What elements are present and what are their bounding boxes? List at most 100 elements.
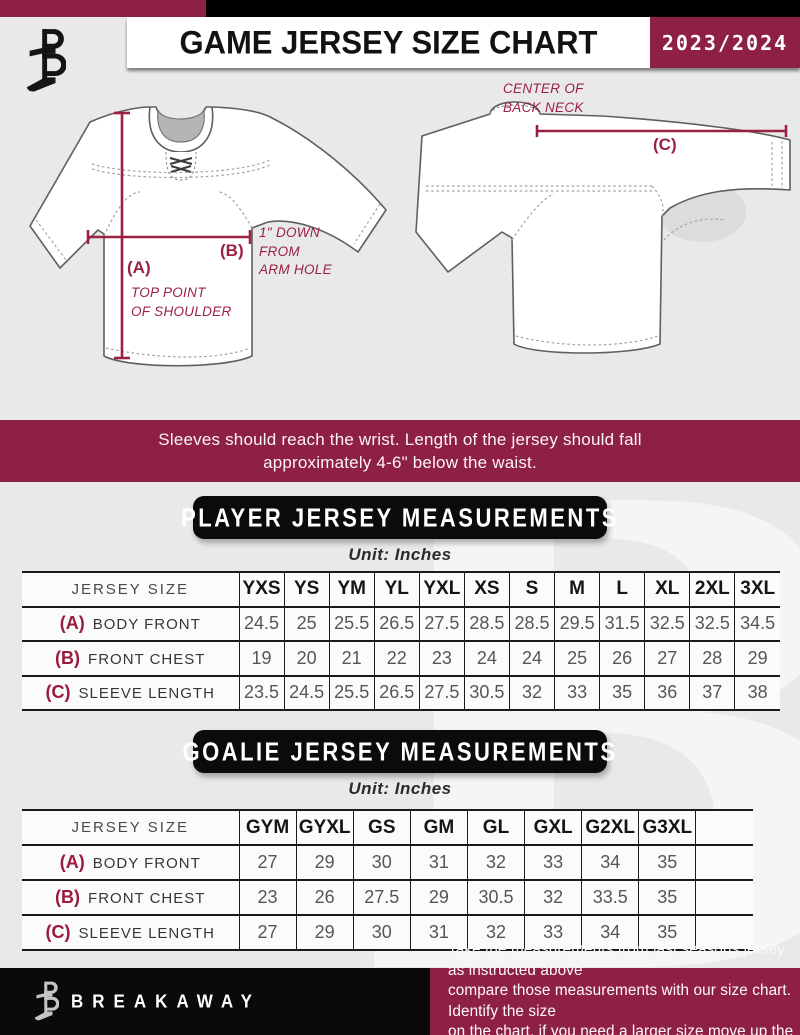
value-cell [695, 879, 753, 916]
value-cell: 28.5 [463, 605, 510, 642]
player-unit-label: Unit: Inches [348, 545, 452, 564]
value-cell: 21 [328, 640, 375, 677]
back-jersey-diagram [415, 101, 791, 354]
footer-instruction-line: Take the measurements from last seasons … [448, 941, 786, 979]
value-cell: 33 [554, 674, 601, 711]
footer-instruction-line: on the chart, if you need a larger size … [448, 1023, 794, 1035]
value-cell: 29 [409, 879, 468, 916]
value-cell: 26 [599, 640, 646, 677]
value-cell: 27 [644, 640, 691, 677]
jersey-size-header: JERSEY SIZE [22, 571, 240, 608]
value-cell: 32 [524, 879, 583, 916]
notice-line: approximately 4-6" below the waist. [263, 453, 537, 472]
value-cell: 34 [581, 914, 640, 951]
value-cell: 25 [554, 640, 601, 677]
footer: BREAKAWAY Take the measurements from las… [0, 941, 800, 1035]
value-cell: 29.5 [554, 605, 601, 642]
value-cell: 28.5 [508, 605, 556, 642]
value-cell: 34.5 [734, 605, 780, 642]
value-cell: 32 [508, 674, 556, 711]
size-column-header: YL [373, 571, 420, 608]
value-cell: 32 [466, 844, 526, 881]
label-b-note: 1" DOWN FROM ARM HOLE [259, 225, 332, 277]
measurement-name: FRONT CHEST [88, 650, 206, 668]
measurement-name: BODY FRONT [92, 616, 201, 634]
value-cell: 24.5 [283, 674, 330, 711]
value-cell: 24.5 [238, 605, 285, 642]
value-cell: 28 [689, 640, 736, 677]
value-cell: 29 [734, 640, 780, 677]
value-cell: 30.5 [466, 879, 526, 916]
size-column-header: L [599, 571, 646, 608]
footer-instructions: Take the measurements from last seasons … [430, 941, 800, 1035]
value-cell: 19 [238, 640, 285, 677]
measurement-row-label: (A) BODY FRONT [22, 605, 240, 642]
measurement-key: (C) [45, 682, 71, 703]
size-column-header: GM [409, 809, 468, 846]
value-cell: 31 [409, 844, 468, 881]
table-row: (B) FRONT CHEST 19 20 21 22 23 24 24 25 26 27 28 29 [22, 640, 780, 677]
size-column-header: GYM [238, 809, 297, 846]
value-cell: 34 [581, 844, 640, 881]
value-cell: 23 [418, 640, 465, 677]
value-cell [695, 844, 753, 881]
table-row: (A) BODY FRONT 24.5 25 25.5 26.5 27.5 28.5 28.5 2… [22, 605, 780, 642]
value-cell: 32.5 [644, 605, 691, 642]
value-cell: 33 [524, 844, 583, 881]
size-column-header: YS [283, 571, 330, 608]
value-cell: 30 [352, 844, 411, 881]
label-c: (C) [653, 135, 677, 154]
measurement-key: (B) [55, 647, 81, 668]
measurement-key: (A) [59, 852, 85, 872]
value-cell: 27.5 [352, 879, 411, 916]
measurement-key: (A) [59, 613, 85, 634]
size-column-header: M [554, 571, 601, 608]
size-column-header: G3XL [638, 809, 697, 846]
value-cell: 30 [352, 914, 411, 951]
table-header-row: JERSEY SIZE YXS YS YM YL YXL XS S M L XL 2XL 3XL [22, 571, 780, 608]
page-title: GAME JERSEY SIZE CHART [179, 23, 598, 61]
measurement-name: FRONT CHEST [88, 890, 206, 907]
value-cell: 35 [638, 844, 697, 881]
breakaway-logo-icon [24, 26, 67, 98]
value-cell: 25 [283, 605, 330, 642]
top-maroon-stripe [0, 0, 206, 17]
measurement-row-label: (A) BODY FRONT [22, 844, 240, 881]
table-row: (C) SLEEVE LENGTH 27 29 30 31 32 33 34 35 [22, 914, 753, 951]
label-a: (A) [127, 258, 151, 277]
value-cell: 38 [734, 674, 780, 711]
value-cell: 36 [644, 674, 691, 711]
label-a-note: TOP POINT OF SHOULDER [131, 285, 232, 319]
b-monogram-footer-icon [34, 981, 59, 1020]
value-cell: 25.5 [328, 605, 375, 642]
value-cell: 27 [238, 914, 297, 951]
value-cell: 31.5 [599, 605, 646, 642]
size-column-header: S [508, 571, 556, 608]
value-cell: 23.5 [238, 674, 285, 711]
fit-notice-banner: Sleeves should reach the wrist. Length o… [0, 420, 800, 482]
size-column-header: GXL [524, 809, 583, 846]
value-cell: 30.5 [463, 674, 510, 711]
b-monogram-icon [26, 29, 67, 92]
measurement-lines [86, 111, 788, 360]
measurement-key: (C) [45, 922, 71, 942]
size-column-header: GL [466, 809, 526, 846]
value-cell: 25.5 [328, 674, 375, 711]
value-cell: 37 [689, 674, 736, 711]
size-column-header: XS [463, 571, 510, 608]
size-column-header: XL [644, 571, 691, 608]
value-cell: 24 [508, 640, 556, 677]
measurement-row-label: (C) SLEEVE LENGTH [22, 674, 240, 711]
value-cell: 27.5 [418, 605, 465, 642]
table-row: (B) FRONT CHEST 23 26 27.5 29 30.5 32 33.5 35 [22, 879, 753, 916]
size-column-header: YM [328, 571, 375, 608]
header-title-box: GAME JERSEY SIZE CHART [127, 17, 650, 68]
size-column-header: 3XL [734, 571, 780, 608]
size-column-header: G2XL [581, 809, 640, 846]
table-row: (C) SLEEVE LENGTH 23.5 24.5 25.5 26.5 27.5 30.5… [22, 674, 780, 711]
goalie-section-title: GOALIE JERSEY MEASUREMENTS [183, 730, 615, 773]
value-cell: 26 [295, 879, 354, 916]
header: GAME JERSEY SIZE CHART 2023/2024 [127, 17, 800, 68]
measurement-row-label: (B) FRONT CHEST [22, 640, 240, 677]
